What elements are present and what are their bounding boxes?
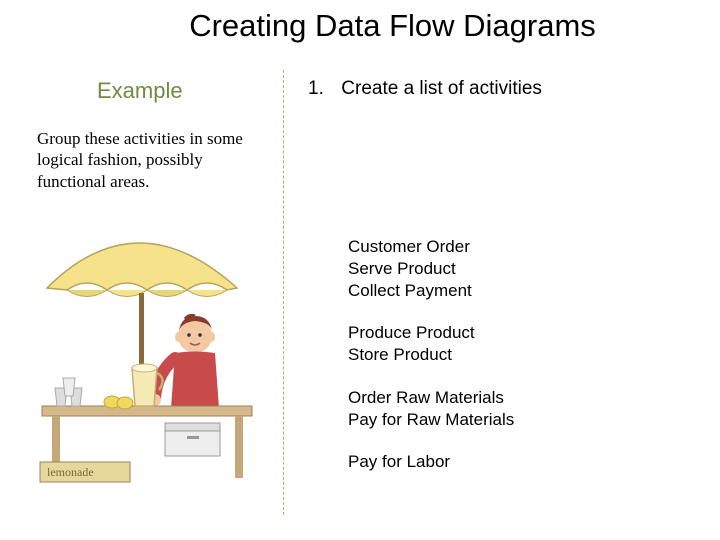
activity-item: Collect Payment [348, 280, 514, 302]
example-heading: Example [97, 78, 183, 104]
step-number: 1. [308, 78, 336, 100]
activity-group: Order Raw MaterialsPay for Raw Materials [348, 387, 514, 431]
example-description: Group these activities in some logical f… [37, 128, 257, 192]
lemonade-stand-illustration: lemonade [37, 208, 265, 488]
activities-list: Customer OrderServe ProductCollect Payme… [348, 236, 514, 473]
step-label: Create a list of activities [341, 78, 542, 99]
slide-title: Creating Data Flow Diagrams [0, 8, 720, 44]
activity-group: Customer OrderServe ProductCollect Payme… [348, 236, 514, 301]
activity-group: Pay for Labor [348, 451, 514, 473]
activity-item: Serve Product [348, 258, 514, 280]
activity-item: Pay for Raw Materials [348, 409, 514, 431]
activity-item: Order Raw Materials [348, 387, 514, 409]
step-heading: 1. Create a list of activities [308, 78, 542, 100]
activity-item: Customer Order [348, 236, 514, 258]
activity-item: Produce Product [348, 322, 514, 344]
activity-group: Produce ProductStore Product [348, 322, 514, 366]
vertical-divider [283, 70, 284, 515]
activity-item: Pay for Labor [348, 451, 514, 473]
activity-item: Store Product [348, 344, 514, 366]
sign-text: lemonade [47, 465, 94, 479]
